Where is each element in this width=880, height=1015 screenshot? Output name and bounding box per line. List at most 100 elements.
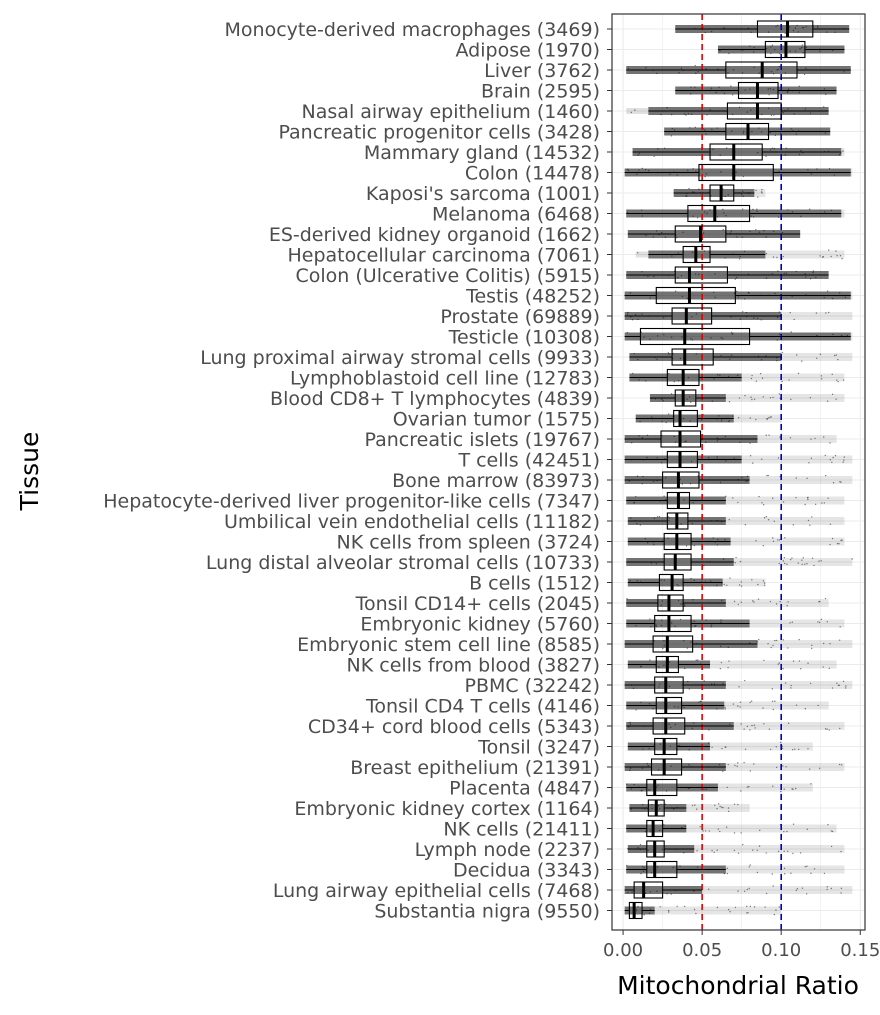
point	[641, 313, 643, 315]
point	[789, 437, 792, 439]
point	[635, 625, 637, 627]
point	[776, 316, 779, 319]
box-iqr	[652, 717, 686, 735]
point	[630, 808, 632, 810]
point	[691, 251, 694, 254]
point	[783, 850, 785, 852]
point	[792, 823, 795, 825]
point-band-tail	[654, 906, 782, 915]
point	[840, 334, 843, 337]
point	[825, 93, 827, 96]
point	[683, 605, 686, 607]
points-38	[625, 783, 813, 793]
point-band-core	[629, 373, 742, 382]
point	[817, 25, 819, 27]
point	[747, 912, 749, 914]
point	[823, 88, 826, 90]
point	[629, 767, 632, 769]
point	[805, 276, 807, 278]
point	[779, 741, 782, 744]
point	[784, 873, 786, 875]
point-band-core	[624, 476, 750, 484]
point	[653, 517, 656, 520]
point	[768, 728, 771, 730]
box-iqr	[654, 676, 684, 694]
point	[660, 624, 662, 627]
point	[773, 913, 776, 916]
point	[629, 292, 632, 294]
point	[721, 747, 723, 750]
point	[826, 888, 828, 891]
point	[708, 729, 710, 731]
point	[841, 257, 843, 260]
point	[719, 830, 721, 833]
point	[837, 358, 839, 361]
point	[660, 619, 663, 621]
point	[674, 625, 676, 628]
point	[749, 417, 752, 419]
point	[751, 724, 753, 727]
point	[744, 394, 746, 397]
x-axis-title: Mitochondrial Ratio	[617, 971, 859, 1000]
point	[627, 67, 629, 70]
point	[742, 130, 745, 133]
point	[725, 460, 727, 462]
point	[703, 564, 705, 567]
box-iqr	[671, 307, 713, 325]
point	[832, 482, 835, 484]
point	[661, 848, 664, 851]
point	[676, 236, 678, 239]
point	[643, 867, 645, 869]
point-band-tail	[733, 414, 782, 423]
point	[782, 255, 784, 258]
box-2	[717, 40, 845, 59]
point	[707, 888, 710, 890]
box-iqr	[652, 635, 694, 653]
point	[631, 319, 634, 321]
point	[796, 888, 799, 890]
point	[656, 457, 658, 459]
point	[732, 415, 734, 417]
point	[797, 372, 800, 375]
point	[753, 601, 755, 603]
point	[840, 887, 843, 890]
point	[668, 685, 671, 688]
point	[716, 584, 718, 587]
point	[765, 892, 768, 895]
point	[716, 437, 719, 439]
point	[773, 148, 776, 150]
point-band-tail	[725, 681, 853, 689]
points-23	[624, 474, 853, 485]
point	[689, 420, 691, 422]
point	[828, 311, 830, 314]
point	[778, 52, 781, 55]
point	[716, 708, 718, 710]
category-label: Mammary gland (14532)	[364, 142, 600, 164]
point	[672, 866, 674, 869]
point	[830, 209, 833, 212]
point	[748, 785, 750, 788]
point	[649, 789, 651, 791]
point	[627, 891, 629, 894]
point	[661, 398, 663, 401]
point	[727, 908, 730, 911]
category-label: Hepatocellular carcinoma (7061)	[287, 245, 600, 267]
point	[807, 169, 809, 171]
point	[772, 537, 774, 539]
points-5	[626, 106, 829, 117]
point	[840, 764, 843, 766]
point	[627, 311, 629, 314]
point	[787, 108, 789, 110]
category-label: Colon (14478)	[465, 163, 600, 185]
point	[744, 89, 746, 91]
point	[837, 684, 840, 687]
point	[724, 257, 726, 259]
box-11	[627, 225, 801, 243]
point	[670, 393, 673, 395]
point	[723, 872, 726, 875]
point	[728, 518, 730, 521]
points-19	[649, 393, 845, 403]
point	[626, 211, 629, 214]
point	[828, 249, 830, 251]
